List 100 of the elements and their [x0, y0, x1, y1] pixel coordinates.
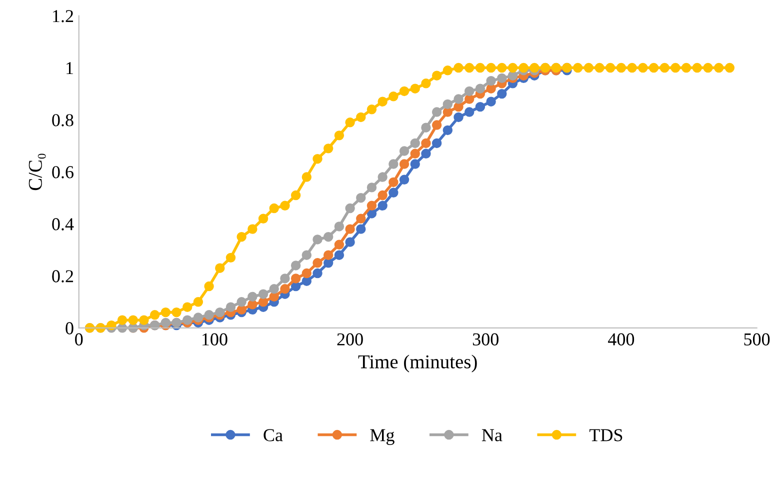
point: [388, 92, 398, 102]
point: [356, 214, 366, 224]
legend-label: Mg: [370, 429, 394, 445]
y-tick-label: 1: [66, 62, 73, 74]
point: [486, 84, 496, 94]
point: [724, 62, 735, 73]
point: [442, 107, 453, 117]
point: [584, 62, 594, 73]
point: [226, 252, 236, 263]
point: [497, 73, 507, 84]
point: [193, 297, 204, 307]
point: [312, 154, 322, 164]
point: [356, 224, 366, 234]
point: [518, 62, 528, 73]
point: [302, 268, 312, 278]
point: [497, 62, 507, 73]
point: [410, 159, 420, 169]
point: [345, 224, 355, 234]
point: [345, 203, 355, 214]
legend-label: Na: [482, 429, 502, 442]
point: [312, 258, 322, 268]
point: [366, 200, 377, 211]
point: [648, 62, 659, 73]
point: [399, 146, 410, 156]
point: [421, 122, 431, 132]
point: [616, 62, 626, 73]
point: [280, 284, 290, 294]
y-tick-label: 1.2: [53, 10, 74, 22]
point: [454, 112, 464, 122]
point: [356, 112, 366, 122]
point: [258, 297, 268, 307]
point: [334, 240, 344, 250]
point: [378, 96, 388, 106]
point: [236, 304, 246, 315]
point: [312, 268, 322, 278]
point: [204, 310, 214, 320]
point: [128, 315, 138, 325]
point: [464, 107, 474, 117]
point: [421, 78, 431, 88]
point: [378, 200, 388, 211]
point: [432, 138, 442, 148]
point: [269, 203, 279, 214]
point: [530, 62, 540, 73]
point: [280, 200, 290, 211]
point: [442, 125, 453, 136]
legend-label: TDS: [589, 429, 622, 442]
point: [323, 144, 334, 154]
point: [345, 118, 355, 128]
point: [290, 190, 301, 200]
point: [280, 274, 290, 284]
point: [464, 62, 474, 73]
point: [454, 102, 464, 112]
point: [594, 62, 604, 73]
y-tick-label: 0.8: [52, 114, 74, 126]
point: [432, 107, 442, 117]
point: [486, 62, 496, 73]
point: [703, 62, 713, 73]
point: [226, 302, 236, 312]
x-tick-label: 100: [202, 333, 228, 346]
point: [421, 138, 431, 148]
point: [660, 62, 670, 73]
point: [464, 94, 474, 104]
point: [399, 159, 410, 169]
point: [388, 188, 398, 198]
point: [681, 62, 692, 73]
point: [475, 102, 486, 112]
point: [366, 104, 377, 114]
point: [432, 70, 442, 80]
point: [410, 148, 420, 158]
point: [106, 320, 116, 330]
x-tick-label: 300: [472, 333, 498, 346]
legend-label: Ca: [264, 429, 283, 442]
point: [475, 62, 486, 73]
point: [248, 300, 258, 310]
point: [421, 148, 431, 158]
point: [454, 62, 464, 73]
y-tick-label: 0: [66, 322, 74, 334]
point: [378, 190, 388, 200]
y-axis-title: C/C₀: [28, 154, 46, 190]
y-tick-label: 0.2: [52, 270, 74, 282]
point: [236, 232, 246, 242]
point: [692, 62, 702, 73]
point: [150, 310, 160, 320]
point: [302, 172, 312, 182]
point: [236, 297, 246, 307]
point: [366, 182, 377, 192]
x-axis-title: Time (minutes): [358, 354, 477, 372]
point: [258, 214, 268, 224]
point: [215, 263, 225, 273]
point: [442, 66, 453, 76]
point: [464, 86, 474, 96]
point: [290, 274, 301, 284]
point: [670, 62, 680, 73]
point: [486, 76, 496, 86]
point: [497, 88, 507, 99]
point: [258, 289, 268, 299]
point: [334, 250, 344, 260]
point: [378, 172, 388, 182]
point: [714, 62, 724, 73]
point: [572, 62, 583, 73]
